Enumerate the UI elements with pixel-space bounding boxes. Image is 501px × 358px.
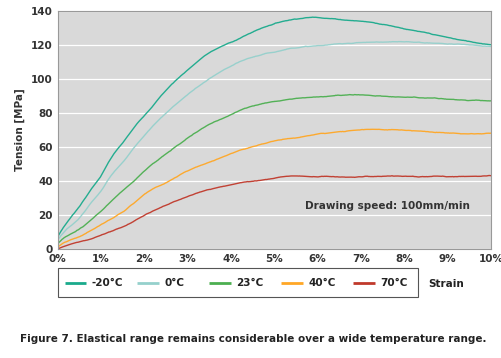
Text: 23°C: 23°C (236, 278, 264, 288)
Y-axis label: Tension [MPa]: Tension [MPa] (15, 88, 26, 171)
Text: 0°C: 0°C (164, 278, 184, 288)
Text: Strain: Strain (428, 279, 464, 289)
Text: 40°C: 40°C (308, 278, 336, 288)
Text: Drawing speed: 100mm/min: Drawing speed: 100mm/min (305, 202, 469, 211)
Text: 70°C: 70°C (380, 278, 408, 288)
Text: -20°C: -20°C (92, 278, 123, 288)
Text: Figure 7. Elastical range remains considerable over a wide temperature range.: Figure 7. Elastical range remains consid… (20, 334, 486, 344)
